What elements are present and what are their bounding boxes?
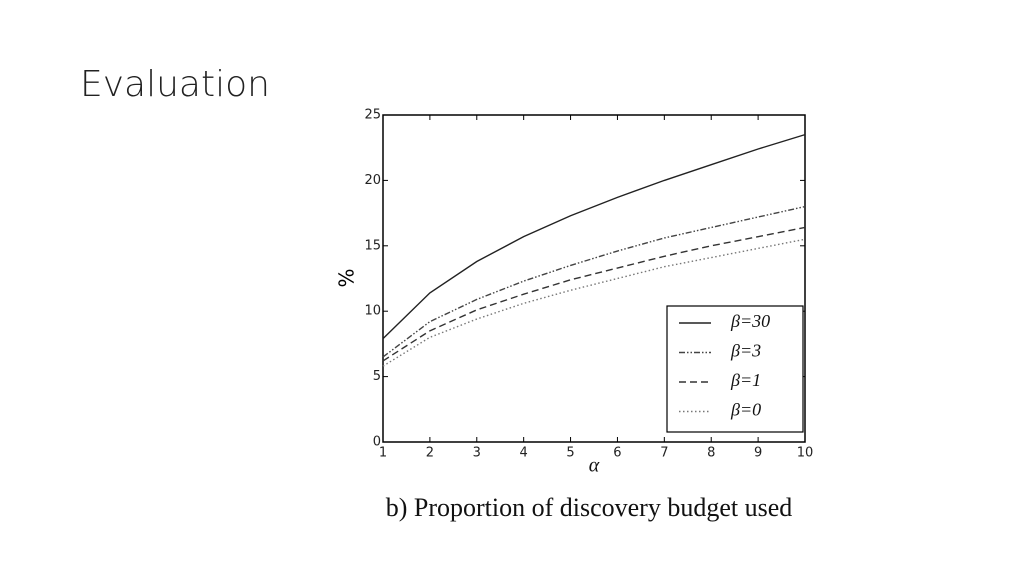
y-tick-label: 25	[364, 108, 381, 123]
x-tick-label: 1	[379, 446, 387, 461]
y-tick-label: 5	[373, 369, 381, 384]
x-tick-label: 3	[473, 446, 481, 461]
x-tick-label: 4	[520, 446, 528, 461]
x-tick-label: 7	[660, 446, 668, 461]
x-tick-label: 5	[566, 446, 574, 461]
y-tick-label: 10	[364, 304, 381, 319]
x-tick-label: 8	[707, 446, 715, 461]
x-tick-label: 2	[426, 446, 434, 461]
y-tick-label: 15	[364, 238, 381, 253]
legend-label: β=0	[730, 400, 761, 420]
y-axis-label: %	[335, 268, 359, 287]
x-tick-label: 10	[797, 446, 814, 461]
x-tick-label: 6	[613, 446, 621, 461]
legend-label: β=3	[730, 341, 761, 361]
series-line	[382, 226, 806, 362]
legend-label: β=1	[730, 370, 761, 390]
y-tick-label: 20	[364, 173, 381, 188]
series-line	[382, 133, 806, 340]
plot-frame	[382, 114, 806, 443]
x-axis-label: α	[589, 455, 600, 477]
slide-title: Evaluation	[80, 64, 270, 105]
y-tick-label: 0	[373, 435, 381, 450]
legend-box	[666, 305, 804, 433]
legend-label: β=30	[730, 311, 770, 331]
series-line	[382, 238, 806, 367]
x-tick-label: 9	[754, 446, 762, 461]
caption: b) Proportion of discovery budget used	[386, 493, 793, 522]
series-line	[382, 205, 806, 358]
